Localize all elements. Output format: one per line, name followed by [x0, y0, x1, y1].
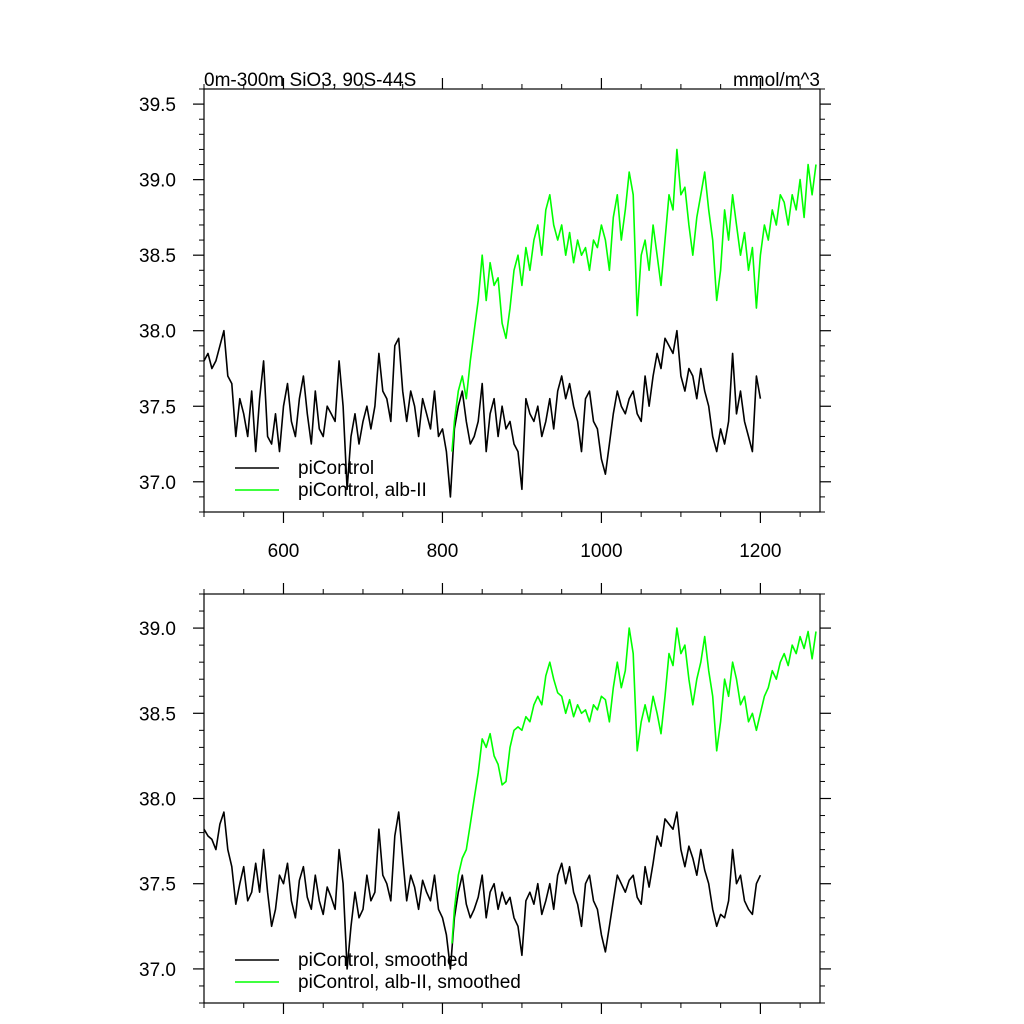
y-tick-label: 37.0	[139, 473, 176, 494]
bottom-panel: 37.0 37.5 38.0 38.5 39.0 piControl, smoothedp…	[139, 583, 831, 1014]
y-tick-label: 38.0	[139, 322, 176, 343]
legend-label: piControl	[298, 458, 374, 479]
series-line-1	[451, 627, 817, 944]
series-line-0	[203, 329, 762, 498]
x-tick-label: 1000	[580, 541, 622, 562]
plot-frame	[203, 88, 821, 513]
legend-label: piControl, smoothed	[298, 950, 468, 971]
x-tick-label: 1200	[739, 541, 781, 562]
legend-label: piControl, alb-II	[298, 480, 427, 501]
series-line-0	[203, 811, 762, 970]
y-tick-label: 39.5	[139, 95, 176, 116]
y-tick-label: 39.0	[139, 171, 176, 192]
y-tick-label: 37.5	[139, 875, 176, 896]
y-tick-label: 39.0	[139, 619, 176, 640]
y-tick-label: 37.0	[139, 960, 176, 981]
chart-title: 0m-300m SiO3, 90S-44S	[204, 70, 416, 91]
y-tick-label: 37.5	[139, 397, 176, 418]
top-panel: 600 800 1000 1200 37.0 37.5 38.0 38.5 39.0 39.5 pi…	[139, 78, 831, 562]
x-tick-label: 600	[268, 541, 300, 562]
legend-label: piControl, alb-II, smoothed	[298, 972, 521, 993]
y-tick-label: 38.0	[139, 790, 176, 811]
units-label: mmol/m^3	[733, 70, 820, 91]
series-line-1	[451, 148, 817, 452]
plot-frame	[203, 593, 821, 1004]
x-tick-label: 800	[427, 541, 459, 562]
y-tick-label: 38.5	[139, 704, 176, 725]
y-tick-label: 38.5	[139, 246, 176, 267]
